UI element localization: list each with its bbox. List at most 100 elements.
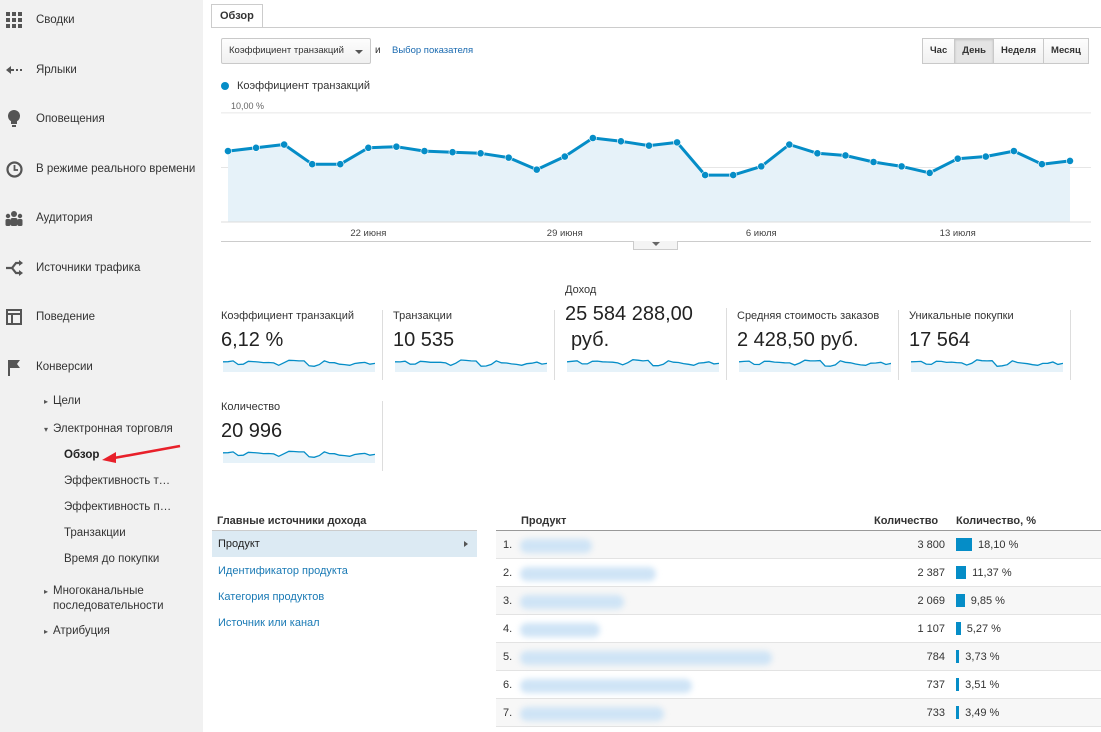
data-point[interactable] — [364, 143, 373, 152]
table-row[interactable]: 4. 1 107 5,27 % — [496, 615, 1101, 643]
sidebar-item-realtime[interactable]: В режиме реального времени — [0, 154, 203, 184]
scorecard-value-currency: руб. — [571, 329, 610, 351]
granularity-day-button[interactable]: День — [954, 38, 994, 64]
source-item-source-medium[interactable]: Источник или канал — [218, 617, 320, 629]
data-point[interactable] — [841, 151, 850, 160]
sidebar-item-product-performance[interactable]: Эффективность товаров — [64, 475, 176, 487]
data-point[interactable] — [336, 160, 345, 169]
quantity-pct-bar — [956, 594, 965, 607]
sidebar-item-ecommerce[interactable]: ▾ Электронная торговля — [44, 423, 173, 435]
triangle-right-icon: ▸ — [44, 587, 49, 596]
revenue-sources-title: Главные источники дохода — [217, 515, 367, 527]
sidebar-item-time-to-purchase[interactable]: Время до покупки — [64, 553, 160, 565]
sidebar: Сводки Ярлыки Оповещения В режиме реальн… — [0, 0, 203, 732]
triangle-right-icon: ▸ — [44, 627, 49, 636]
sidebar-item-shortcuts[interactable]: Ярлыки — [0, 55, 203, 85]
data-point[interactable] — [645, 141, 653, 150]
product-name-blurred[interactable] — [520, 707, 664, 721]
quantity-pct-bar — [956, 706, 960, 719]
sidebar-item-audience[interactable]: Аудитория — [0, 203, 203, 233]
table-header-divider — [496, 530, 1101, 531]
product-name-blurred[interactable] — [520, 539, 592, 553]
sidebar-item-conversions[interactable]: Конверсии — [0, 352, 203, 382]
sparkline-line — [739, 359, 891, 367]
scorecard-quantity[interactable]: Количество 20 996 — [221, 401, 393, 471]
data-point[interactable] — [1009, 147, 1018, 155]
data-point[interactable] — [392, 142, 401, 151]
chart-collapse-toggle[interactable] — [633, 241, 678, 250]
chevron-right-icon — [464, 541, 468, 547]
table-row[interactable]: 6. 737 3,51 % — [496, 671, 1101, 699]
data-point[interactable] — [224, 147, 232, 155]
product-name-blurred[interactable] — [520, 651, 772, 665]
data-point[interactable] — [981, 152, 990, 161]
sidebar-item-alerts[interactable]: Оповещения — [0, 104, 203, 134]
scorecard-sparkline — [395, 359, 547, 372]
main-content: Обзор Коэффициент транзакций и Выбор пок… — [203, 0, 1101, 732]
scorecard-conversion-rate[interactable]: Коэффициент транзакций 6,12 % — [221, 310, 393, 380]
data-point[interactable] — [1038, 160, 1046, 169]
sidebar-item-multichannel[interactable]: ▸ Многоканальные последовательности — [44, 585, 164, 612]
data-point[interactable] — [869, 158, 878, 166]
scorecard-avg-order-value[interactable]: Средняя стоимость заказов 2 428,50 руб. — [737, 310, 909, 380]
source-item-product[interactable]: Продукт — [212, 531, 477, 557]
product-name-blurred[interactable] — [520, 623, 600, 637]
quantity-pct-value: 3,73 % — [965, 651, 1000, 663]
tab-overview[interactable]: Обзор — [211, 4, 263, 28]
data-point[interactable] — [813, 149, 822, 158]
quantity-value: 3 800 — [917, 539, 945, 551]
data-point[interactable] — [701, 171, 710, 179]
granularity-hour-button[interactable]: Час — [922, 38, 956, 64]
source-item-product-category[interactable]: Категория продуктов — [218, 591, 325, 603]
sidebar-item-traffic-sources[interactable]: Источники трафика — [0, 253, 203, 283]
data-point[interactable] — [785, 140, 794, 149]
product-name-blurred[interactable] — [520, 567, 656, 581]
data-point[interactable] — [476, 149, 485, 158]
data-point[interactable] — [673, 138, 681, 147]
col-header-quantity-pct[interactable]: Количество, % — [956, 515, 1037, 527]
metric-select[interactable]: Коэффициент транзакций — [221, 38, 371, 64]
data-point[interactable] — [308, 160, 317, 169]
data-point[interactable] — [280, 140, 289, 149]
sidebar-item-dashboards[interactable]: Сводки — [0, 5, 203, 35]
granularity-month-button[interactable]: Месяц — [1043, 38, 1089, 64]
scorecard-transactions[interactable]: Транзакции 10 535 — [393, 310, 565, 380]
pick-metric-link[interactable]: Выбор показателя — [392, 45, 474, 56]
data-point[interactable] — [617, 137, 625, 146]
data-point[interactable] — [252, 143, 260, 152]
table-row[interactable]: 1. 3 800 18,10 % — [496, 531, 1101, 559]
sidebar-item-transactions[interactable]: Транзакции — [64, 527, 126, 539]
scorecard-sparkline — [223, 359, 375, 372]
data-point[interactable] — [953, 154, 962, 163]
scorecard-label: Коэффициент транзакций — [221, 310, 355, 322]
data-point[interactable] — [588, 134, 597, 142]
table-row[interactable]: 2. 2 387 11,37 % — [496, 559, 1101, 587]
scorecard-revenue[interactable]: Доход 25 584 288,00 руб. — [565, 284, 737, 380]
table-row[interactable]: 3. 2 069 9,85 % — [496, 587, 1101, 615]
table-row[interactable]: 5. 784 3,73 % — [496, 643, 1101, 671]
data-point[interactable] — [532, 165, 541, 174]
sidebar-item-sales-performance[interactable]: Эффективность продаж — [64, 501, 176, 513]
data-point[interactable] — [420, 147, 429, 155]
table-row[interactable]: 7. 733 3,49 % — [496, 699, 1101, 727]
product-name-blurred[interactable] — [520, 595, 624, 609]
source-item-product-id[interactable]: Идентификатор продукта — [218, 565, 348, 577]
data-point[interactable] — [757, 162, 766, 171]
sidebar-item-behavior[interactable]: Поведение — [0, 302, 203, 332]
granularity-week-button[interactable]: Неделя — [993, 38, 1045, 64]
data-point[interactable] — [729, 171, 738, 179]
data-point[interactable] — [897, 162, 906, 171]
sidebar-item-goals[interactable]: ▸ Цели — [44, 395, 81, 407]
quantity-value: 733 — [926, 707, 945, 719]
data-point[interactable] — [925, 169, 934, 177]
col-header-product[interactable]: Продукт — [521, 515, 567, 527]
col-header-quantity[interactable]: Количество — [874, 515, 939, 527]
data-point[interactable] — [560, 152, 569, 161]
product-name-blurred[interactable] — [520, 679, 692, 693]
sidebar-item-attribution[interactable]: ▸ Атрибуция — [44, 625, 110, 637]
data-point[interactable] — [448, 148, 457, 157]
data-point[interactable] — [504, 153, 513, 162]
data-point[interactable] — [1066, 157, 1074, 165]
scorecard-unique-purchases[interactable]: Уникальные покупки 17 564 — [909, 310, 1081, 380]
scorecard-sparkline — [223, 450, 375, 463]
